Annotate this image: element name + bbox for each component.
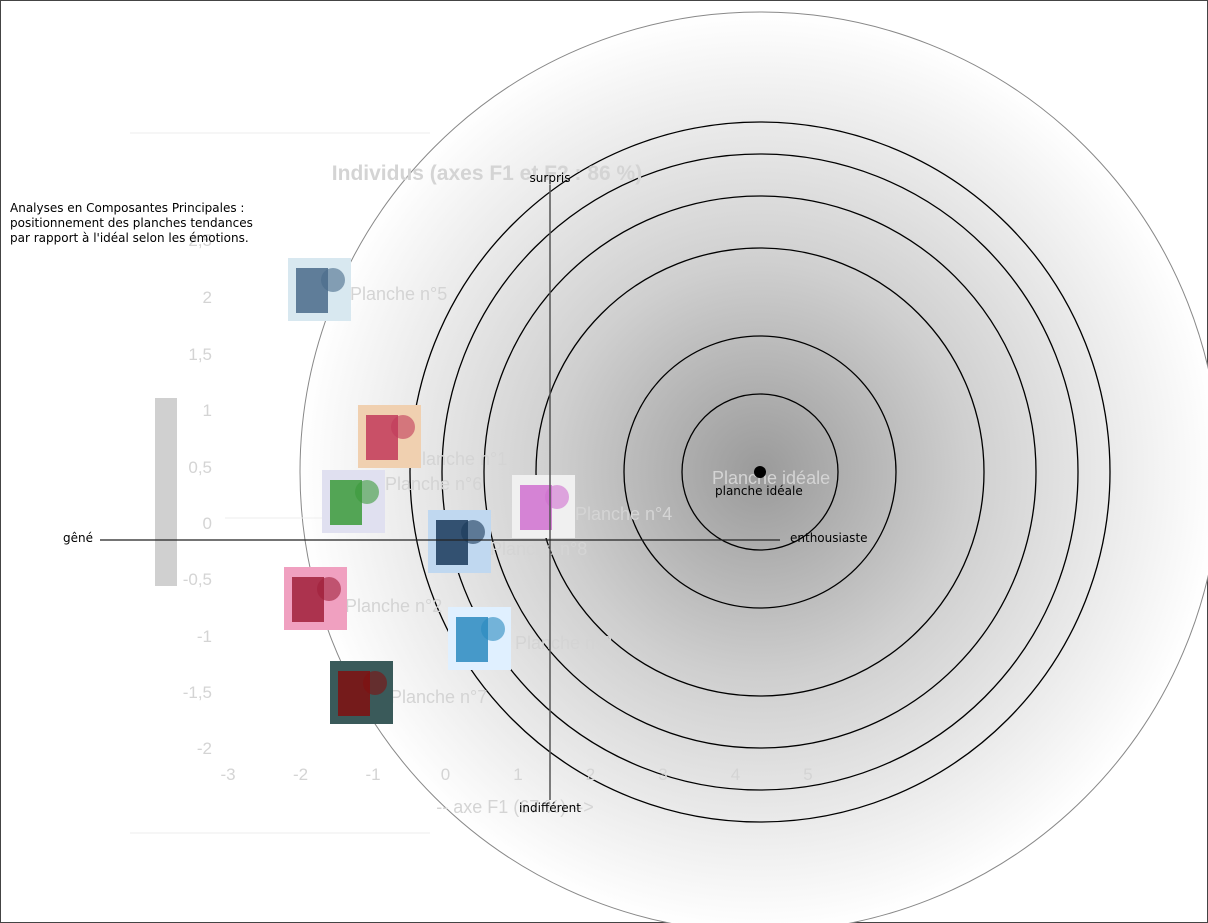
faded-y-tick: -1,5 (183, 683, 212, 702)
ideal-dot (754, 466, 766, 478)
faded-point-label: Planche n°6 (385, 474, 482, 494)
emotion-left: gêné (63, 531, 93, 545)
faded-y-tick: 2,5 (188, 231, 212, 250)
faded-point-label: Planche n°2 (345, 596, 442, 616)
outer-circle (299, 11, 1208, 923)
ring (441, 153, 1079, 791)
faded-x-tick: 2 (586, 765, 595, 784)
photo-part (355, 480, 379, 504)
faded-x-tick: -1 (365, 765, 380, 784)
ring (409, 121, 1111, 823)
photo-part (321, 268, 345, 292)
ideal-label: planche idéale (715, 484, 803, 498)
ring (681, 393, 839, 551)
photo-part (391, 415, 415, 439)
photo (512, 475, 575, 538)
ring (483, 195, 1037, 749)
faded-y-tick: -2 (197, 739, 212, 758)
faded-y-tick: -0,5 (183, 570, 212, 589)
photo-part (363, 671, 387, 695)
faded-x-tick: 0 (441, 765, 450, 784)
faded-x-tick: 3 (658, 765, 667, 784)
faded-title: Individus (axes F1 et F2 : 86 %) (332, 162, 642, 185)
faded-point-label: Planche idéale (712, 468, 830, 488)
photo (428, 510, 491, 573)
caption-line: par rapport à l'idéal selon les émotions… (10, 231, 249, 245)
faded-y-tick: 0 (203, 514, 212, 533)
images (284, 258, 575, 724)
ring (535, 247, 985, 697)
photo (448, 607, 511, 670)
photo (288, 258, 351, 321)
emotion-right: enthousiaste (790, 531, 868, 545)
faded-y-tick: 1,5 (188, 345, 212, 364)
emotion-bottom: indifférent (519, 801, 581, 815)
faded-x-tick: -3 (220, 765, 235, 784)
faded-point-label: Planche n°8 (490, 539, 587, 559)
faded-point-label: Planche n°5 (350, 284, 447, 304)
photo (322, 470, 385, 533)
caption-line: positionnement des planches tendances (10, 216, 253, 230)
faded-x-tick: -2 (293, 765, 308, 784)
photo-part (481, 617, 505, 641)
faded-point-label: Planche n°7 (390, 687, 487, 707)
emotion-top: surpris (530, 171, 571, 185)
caption-line: Analyses en Composantes Principales : (10, 201, 244, 215)
photo (358, 405, 421, 468)
photo-part (545, 485, 569, 509)
faded-y-tick: -1 (197, 627, 212, 646)
faded-point-label: Planche n°3 (515, 633, 612, 653)
faded-x-tick: 5 (803, 765, 812, 784)
photo (284, 567, 347, 630)
faded-y-tick: 1 (203, 401, 212, 420)
faded-y-tick: 2 (203, 288, 212, 307)
faded-x-tick: 1 (513, 765, 522, 784)
faded-x-label: -- axe F1 (67 %) --> (436, 797, 594, 817)
faded-chart: 2,5 2 1,5 1 0,5 0 -0,5 -1 -1,5 -2 -3 -2 -1 0 1 2 3 4 5 Plan… (183, 231, 830, 784)
faded-y-tick: 0,5 (188, 458, 212, 477)
faded-point-label: Planche n°1 (410, 449, 507, 469)
photo-part (317, 577, 341, 601)
faded-legend-bar (155, 398, 177, 586)
photo (330, 661, 393, 724)
faded-x-tick: 4 (731, 765, 740, 784)
faded-point-label: Planche n°4 (575, 504, 672, 524)
ring (623, 335, 897, 609)
photo-part (461, 520, 485, 544)
rings (409, 121, 1111, 823)
